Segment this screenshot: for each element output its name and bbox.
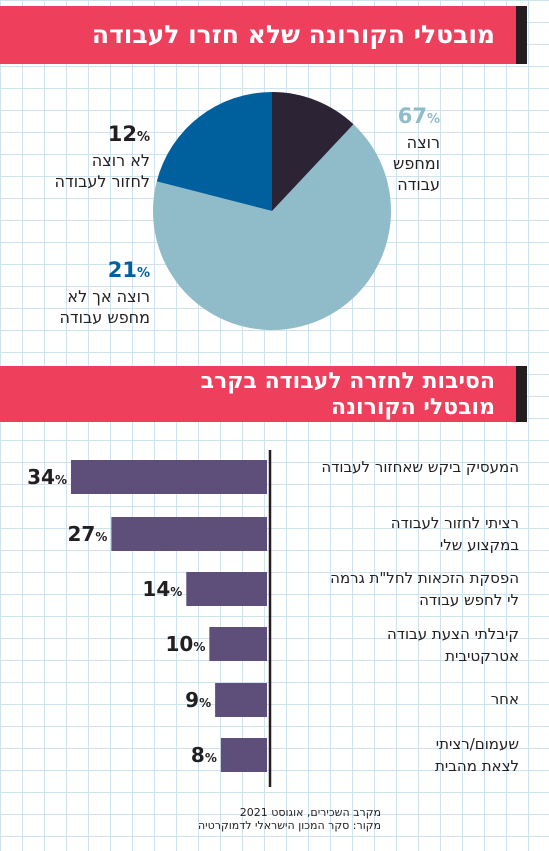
bar-employer-asked bbox=[71, 460, 267, 494]
bar-label-boredom: שעמום/רציתי לצאת מהבית bbox=[279, 733, 519, 777]
pie-chart-title: מובטלי הקורונה שלא חזרו לעבודה bbox=[0, 6, 527, 64]
bar-label-employer-asked: המעסיק ביקש שאחזור לעבודה bbox=[279, 456, 519, 478]
pie-slice-want-searching bbox=[153, 124, 391, 330]
bar-want-profession bbox=[111, 517, 268, 551]
bar-value-sign: % bbox=[170, 585, 183, 599]
bar-label-other: אחר bbox=[279, 688, 519, 710]
bar-attractive-offer bbox=[209, 627, 267, 661]
pie-pct-want-not-searching: 21 bbox=[107, 258, 137, 282]
bar-value-number: 27 bbox=[67, 522, 96, 546]
bar-chart-title-line2: מובטלי הקורונה bbox=[330, 395, 495, 420]
bar-label-line: אחר bbox=[490, 690, 519, 708]
bar-value-sign: % bbox=[193, 640, 206, 654]
pie-slice-want-not-searching bbox=[156, 92, 272, 211]
pie-pct-sign: % bbox=[426, 112, 440, 127]
bar-value-sign: % bbox=[54, 473, 67, 487]
bar-label-want-profession: רציתי לחזור לעבודה במקצוע שלי bbox=[279, 512, 519, 556]
bar-label-line: אטרקטיבית bbox=[445, 647, 519, 665]
pie-label-line: מחפש עבודה bbox=[59, 308, 150, 327]
bar-value-number: 14 bbox=[142, 577, 171, 601]
bar-value-label: 9% bbox=[151, 688, 211, 712]
bar-label-line: קיבלתי הצעת עבודה bbox=[386, 625, 519, 643]
bar-value-sign: % bbox=[204, 751, 217, 765]
bar-value-label: 27% bbox=[47, 522, 107, 546]
bar-value-number: 8 bbox=[190, 743, 205, 767]
bar-value-label: 34% bbox=[7, 465, 67, 489]
bar-label-attractive-offer: קיבלתי הצעת עבודה אטרקטיבית bbox=[279, 623, 519, 667]
pie-label-line: רוצה אך לא bbox=[67, 287, 150, 306]
bar-chart-title-line1: הסיבות לחזרה לעבודה בקרב bbox=[200, 369, 495, 394]
bar-value-number: 34 bbox=[27, 465, 55, 489]
footnote: מקרב השכירים, אוגוסט 2021 מקור: סקר המכו… bbox=[198, 806, 381, 832]
bar-label-line: הפסקת הזכאות לחל"ת גרמה bbox=[330, 569, 519, 587]
pie-pct-sign: % bbox=[136, 266, 150, 281]
pie-label-line: לא רוצה bbox=[91, 151, 150, 170]
pie-pct-want-searching: 67 bbox=[397, 104, 427, 128]
footnote-date: מקרב השכירים, אוגוסט 2021 bbox=[239, 806, 381, 819]
bar-value-label: 8% bbox=[157, 743, 217, 767]
pie-label-line: לחזור לעבודה bbox=[54, 172, 150, 191]
bar-boredom bbox=[220, 738, 267, 772]
pie-label-not-want: 12% לא רוצה לחזור לעבודה bbox=[30, 122, 150, 192]
bar-furlough-ended bbox=[186, 572, 267, 606]
bar-label-line: המעסיק ביקש שאחזור לעבודה bbox=[321, 458, 519, 476]
bar-chart-title: הסיבות לחזרה לעבודה בקרב מובטלי הקורונה bbox=[0, 366, 527, 422]
bar-other bbox=[215, 683, 267, 717]
bar-label-line: לצאת מהבית bbox=[435, 757, 519, 775]
pie-pct-sign: % bbox=[136, 130, 150, 145]
bar-label-line: במקצוע שלי bbox=[439, 536, 519, 554]
bar-label-furlough-ended: הפסקת הזכאות לחל"ת גרמה לי לחפש עבודה bbox=[279, 567, 519, 611]
pie-chart bbox=[153, 92, 391, 330]
bar-value-label: 10% bbox=[145, 632, 205, 656]
bar-label-line: רציתי לחזור לעבודה bbox=[390, 514, 519, 532]
pie-label-line: עבודה bbox=[397, 175, 440, 194]
bar-value-sign: % bbox=[199, 696, 212, 710]
pie-pct-not-want: 12 bbox=[107, 122, 137, 146]
pie-label-line: רוצה ומחפש bbox=[392, 133, 440, 173]
bar-value-number: 9 bbox=[185, 688, 200, 712]
bar-label-line: שעמום/רציתי bbox=[435, 735, 519, 753]
bar-label-line: לי לחפש עבודה bbox=[419, 591, 519, 609]
footnote-source: מקור: סקר המכון הישראלי לדמוקרטיה bbox=[197, 819, 381, 832]
bar-value-number: 10 bbox=[165, 632, 194, 656]
pie-label-want-not-searching: 21% רוצה אך לא מחפש עבודה bbox=[30, 258, 150, 328]
bar-value-sign: % bbox=[95, 530, 108, 544]
bar-value-label: 14% bbox=[122, 577, 182, 601]
pie-slice-not-want bbox=[272, 92, 354, 211]
pie-label-want-searching: 67% רוצה ומחפש עבודה bbox=[370, 104, 440, 195]
